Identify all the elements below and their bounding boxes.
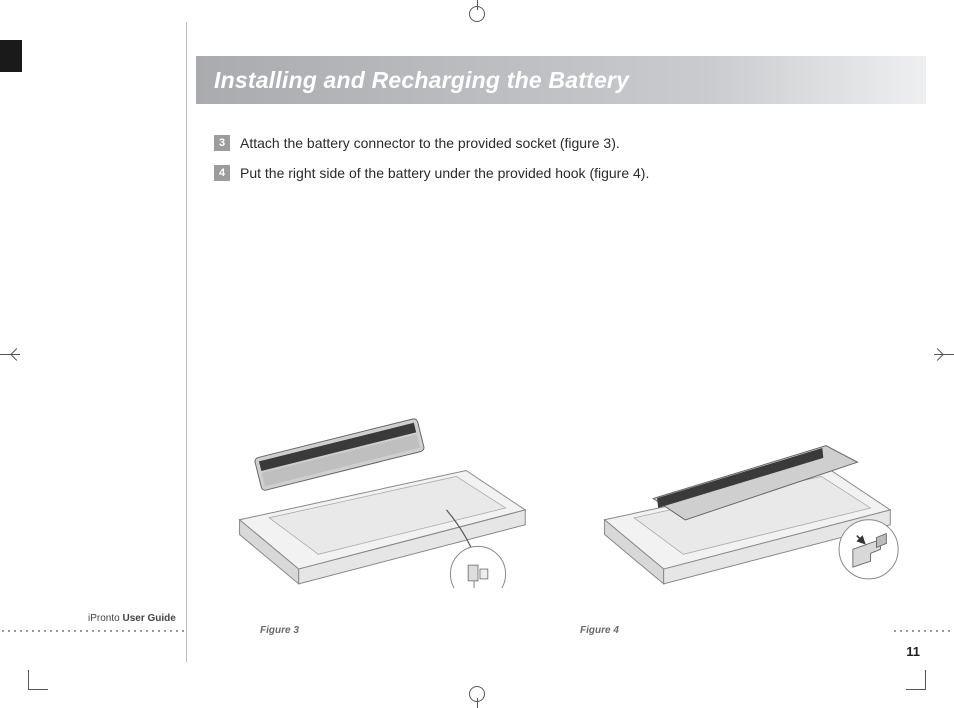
figure-4-caption: Figure 4	[580, 625, 619, 636]
footer-dots-left	[0, 630, 186, 632]
footer-product: iPronto	[88, 613, 120, 624]
footer-guide-label: iPronto User Guide	[88, 613, 176, 624]
instruction-steps: 3 Attach the battery connector to the pr…	[214, 134, 914, 193]
step-number-badge: 4	[214, 165, 230, 181]
crop-mark-bottom	[467, 688, 487, 708]
step-text: Attach the battery connector to the prov…	[240, 134, 620, 154]
device-illustration-icon	[575, 372, 910, 589]
step-3: 3 Attach the battery connector to the pr…	[214, 134, 914, 154]
section-title: Installing and Recharging the Battery	[214, 67, 629, 94]
figure-3	[210, 360, 545, 600]
side-tab	[0, 40, 22, 72]
crop-mark-left	[0, 354, 20, 355]
crop-mark-top	[467, 0, 487, 20]
crop-corner-bl	[28, 670, 48, 690]
vertical-rule	[186, 22, 187, 662]
step-text: Put the right side of the battery under …	[240, 164, 649, 184]
step-4: 4 Put the right side of the battery unde…	[214, 164, 914, 184]
figure-3-caption: Figure 3	[260, 625, 299, 636]
footer-dots-right	[892, 630, 954, 632]
crop-corner-br	[906, 670, 926, 690]
figures-row	[210, 360, 910, 600]
figure-4	[575, 360, 910, 600]
crop-mark-right	[934, 354, 954, 355]
section-header: Installing and Recharging the Battery	[196, 56, 926, 104]
footer-guide: User Guide	[122, 613, 175, 624]
page-number: 11	[906, 644, 920, 659]
device-illustration-icon	[210, 372, 545, 589]
step-number-badge: 3	[214, 135, 230, 151]
